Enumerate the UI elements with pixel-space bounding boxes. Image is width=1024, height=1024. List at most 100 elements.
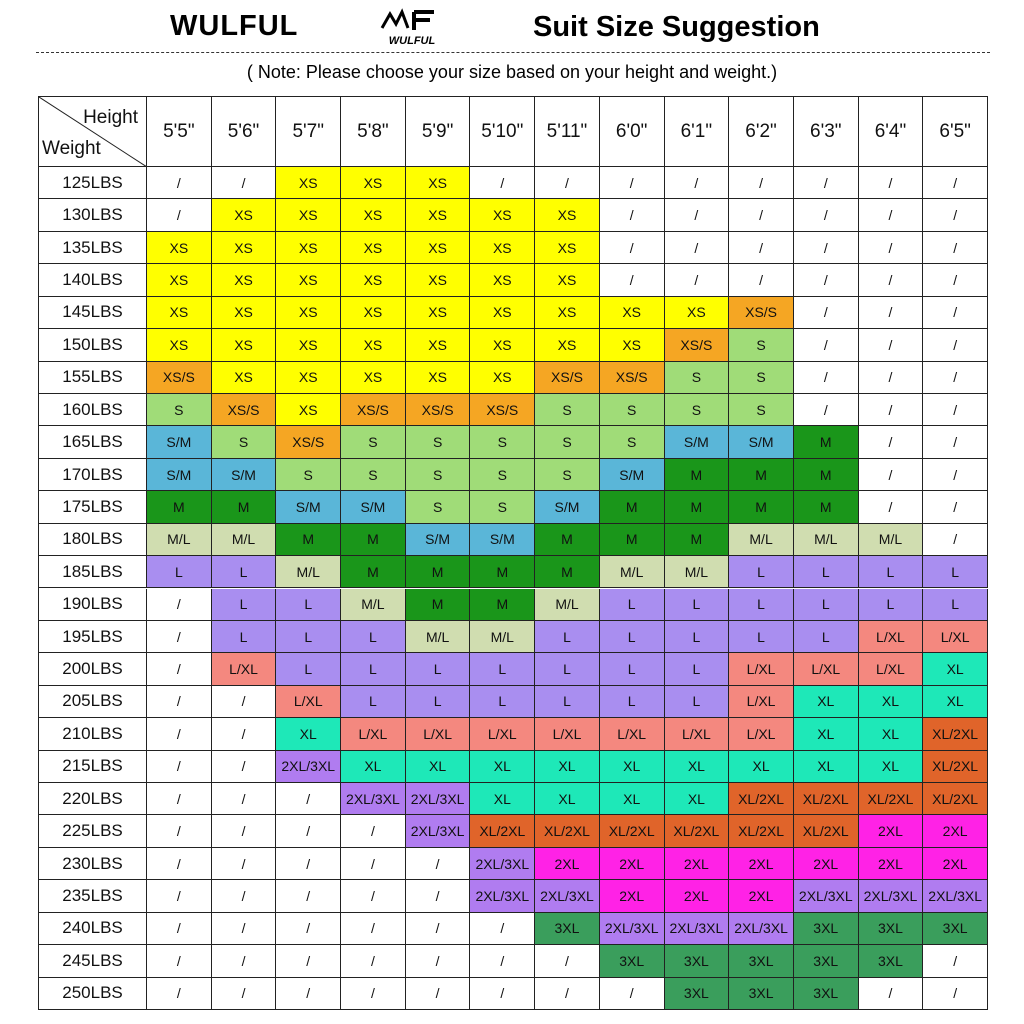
weight-cell: 250LBS	[39, 977, 147, 1010]
size-cell: 2XL	[793, 847, 859, 881]
size-cell: S/M	[535, 491, 600, 524]
size-cell: /	[147, 815, 212, 848]
size-cell: /	[923, 167, 988, 200]
size-cell: XS	[535, 329, 600, 362]
size-cell: L/XL	[276, 685, 342, 719]
size-cell: XS	[147, 296, 212, 330]
size-cell: M/L	[858, 523, 924, 557]
size-cell: /	[211, 750, 277, 784]
size-cell: /	[147, 912, 212, 946]
brand: WULFUL	[170, 10, 299, 42]
size-cell: /	[276, 945, 342, 978]
column-header: 6'0"	[599, 97, 665, 167]
size-cell: /	[470, 912, 536, 946]
size-cell: /	[147, 199, 212, 232]
size-cell: M/L	[793, 523, 859, 557]
size-cell: XS/S	[729, 296, 794, 330]
size-cell: /	[341, 912, 406, 946]
size-cell: XS	[211, 264, 277, 297]
weight-cell: 125LBS	[39, 167, 147, 200]
size-cell: L	[535, 653, 600, 686]
size-cell: 3XL	[729, 977, 794, 1010]
size-cell: /	[599, 199, 665, 232]
size-cell: /	[923, 264, 988, 297]
size-cell: XS	[276, 167, 342, 200]
size-cell: /	[923, 393, 988, 427]
size-cell: 3XL	[858, 945, 924, 978]
size-cell: /	[211, 847, 277, 881]
size-cell: 2XL/3XL	[470, 847, 536, 881]
size-cell: XS	[341, 231, 406, 265]
size-cell: M/L	[405, 620, 471, 654]
size-cell: /	[858, 231, 924, 265]
size-cell: 2XL	[599, 847, 665, 881]
size-cell: L	[729, 588, 794, 621]
size-cell: /	[793, 329, 859, 362]
size-cell: M	[147, 491, 212, 524]
size-cell: L	[599, 685, 665, 719]
size-cell: /	[923, 199, 988, 232]
size-cell: 2XL/3XL	[405, 815, 471, 848]
size-cell: M	[470, 556, 536, 589]
size-cell: /	[341, 945, 406, 978]
column-header: 6'1"	[664, 97, 730, 167]
size-cell: L	[276, 588, 342, 621]
size-cell: /	[211, 783, 277, 816]
size-cell: /	[535, 977, 600, 1010]
size-cell: S	[729, 329, 794, 362]
size-cell: /	[470, 977, 536, 1010]
size-cell: XL	[793, 718, 859, 751]
size-cell: XS	[147, 231, 212, 265]
size-cell: L/XL	[664, 718, 730, 751]
size-cell: S/M	[470, 523, 536, 557]
size-cell: /	[793, 231, 859, 265]
logo-mark	[380, 8, 410, 29]
size-cell: L	[535, 620, 600, 654]
size-cell: /	[858, 977, 924, 1010]
size-cell: XL	[535, 783, 600, 816]
size-cell: 2XL/3XL	[599, 912, 665, 946]
size-cell: L	[664, 620, 730, 654]
size-cell: 2XL	[858, 847, 924, 881]
size-cell: XL	[599, 783, 665, 816]
size-cell: M/L	[211, 523, 277, 557]
corner-diagonal	[39, 97, 147, 167]
size-cell: /	[923, 296, 988, 330]
size-cell: 3XL	[923, 912, 988, 946]
size-cell: S	[664, 361, 730, 394]
size-cell: XS/S	[147, 361, 212, 394]
size-cell: L	[793, 620, 859, 654]
size-cell: 2XL/3XL	[470, 880, 536, 913]
size-cell: /	[858, 361, 924, 394]
column-header: 5'5"	[147, 97, 212, 167]
size-cell: 2XL	[664, 880, 730, 913]
size-cell: XS	[535, 199, 600, 232]
size-cell: L/XL	[729, 685, 794, 719]
size-cell: M	[664, 458, 730, 492]
size-cell: /	[923, 945, 988, 978]
size-cell: S	[599, 393, 665, 427]
weight-cell: 185LBS	[39, 556, 147, 589]
size-cell: /	[858, 167, 924, 200]
size-cell: S	[211, 426, 277, 459]
size-cell: L	[793, 556, 859, 589]
size-cell: M	[599, 523, 665, 557]
size-cell: S/M	[147, 458, 212, 492]
size-cell: S/M	[211, 458, 277, 492]
size-cell: S	[470, 458, 536, 492]
size-cell: M/L	[470, 620, 536, 654]
size-cell: XS	[276, 199, 342, 232]
size-cell: /	[276, 847, 342, 881]
size-cell: L	[858, 588, 924, 621]
size-cell: L/XL	[341, 718, 406, 751]
column-header: 5'10"	[470, 97, 536, 167]
size-cell: /	[793, 199, 859, 232]
weight-cell: 145LBS	[39, 296, 147, 330]
size-cell: L	[211, 556, 277, 589]
size-cell: /	[729, 167, 794, 200]
size-cell: XS	[470, 296, 536, 330]
size-cell: /	[729, 199, 794, 232]
note: ( Note: Please choose your size based on…	[246, 62, 778, 82]
size-cell: S	[147, 393, 212, 427]
size-cell: XS	[211, 231, 277, 265]
